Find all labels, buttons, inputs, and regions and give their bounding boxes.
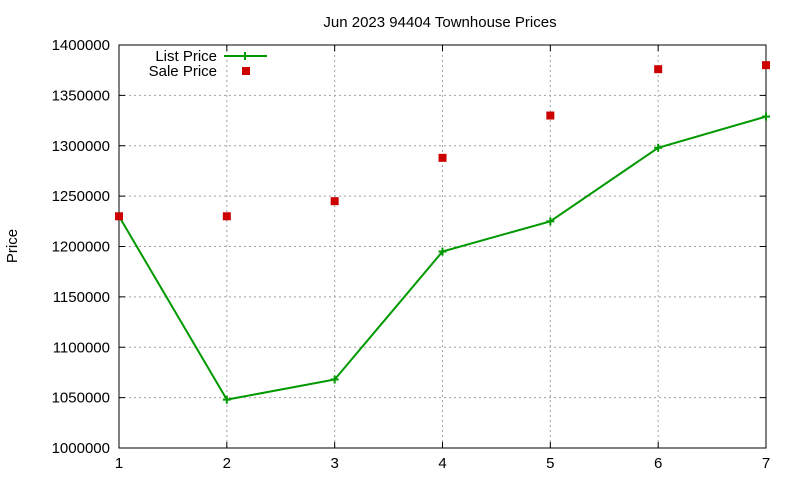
y-tick-label: 1400000 <box>52 37 110 54</box>
x-tick-label: 5 <box>546 455 554 472</box>
sale-price-point <box>222 212 231 221</box>
y-tick-label: 1000000 <box>52 440 110 457</box>
x-tick-label: 1 <box>115 455 123 472</box>
chart-title: Jun 2023 94404 Townhouse Prices <box>323 14 556 31</box>
legend-sale-price-swatch <box>242 67 250 75</box>
y-axis-label: Price <box>4 229 21 263</box>
x-tick-label: 2 <box>223 455 231 472</box>
list-price-point <box>222 395 231 404</box>
y-tick-label: 1050000 <box>52 390 110 407</box>
tick-labels: 1000000 1050000 1100000 1150000 1200000 12500… <box>52 37 771 472</box>
plot-frame <box>118 44 767 449</box>
list-price-point <box>654 143 663 152</box>
sale-price-point <box>115 212 123 221</box>
list-price-point <box>438 247 447 256</box>
y-tick-label: 1200000 <box>52 239 110 256</box>
sale-price-point <box>762 61 770 70</box>
y-tick-label: 1100000 <box>53 339 110 356</box>
sale-price-point <box>330 197 339 206</box>
x-tick-label: 6 <box>654 455 662 472</box>
x-tick-label: 3 <box>330 455 338 472</box>
list-price-point <box>330 375 339 384</box>
y-tick-label: 1350000 <box>52 87 110 104</box>
legend-list-price-marker <box>241 52 249 60</box>
sale-price-point <box>654 65 663 74</box>
data-series <box>115 61 770 404</box>
sale-price-point <box>438 153 447 162</box>
y-tick-label: 1300000 <box>52 138 110 155</box>
list-price-point <box>546 217 555 226</box>
y-tick-label: 1250000 <box>52 188 110 205</box>
legend-sale-price-label: Sale Price <box>149 63 217 80</box>
list-price-point <box>762 112 770 121</box>
sale-price-point <box>546 111 555 120</box>
legend-list-price-label: List Price <box>155 48 217 65</box>
y-tick-label: 1150000 <box>53 289 110 306</box>
x-tick-label: 4 <box>438 455 446 472</box>
grid-lines <box>118 44 767 449</box>
x-tick-label: 7 <box>762 455 770 472</box>
